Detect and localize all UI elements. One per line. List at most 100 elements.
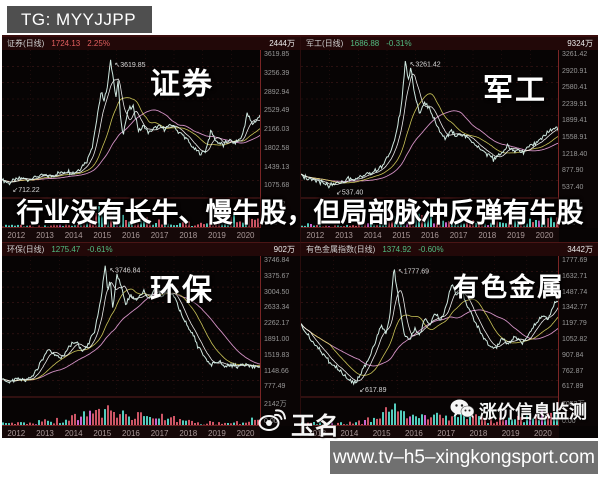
chart-last-price: 1374.92 [382, 245, 412, 254]
x-axis-label: 2013 [335, 230, 353, 240]
y-axis-label: 712.22 [264, 201, 286, 209]
x-axis-label: 2016 [404, 428, 423, 438]
tg-badge: TG: MYYJJPP [7, 6, 153, 33]
x-axis-label: 2018 [478, 230, 497, 240]
y-axis-label: 1218.40 [562, 150, 588, 158]
x-axis-label: 2017 [437, 428, 456, 438]
chart-montage: 证券(日线) 1724.13 2.25% 2444万 ↖3619.85 ↙712.… [2, 35, 598, 438]
chart-volume-label: 2444万 [269, 39, 295, 48]
y-axis-label: 617.89 [562, 383, 584, 391]
x-axis-label: 2020 [535, 230, 554, 240]
y-axis-label: 0.00 [562, 417, 576, 425]
wechat-watermark: 涨价信息监测 [450, 398, 587, 424]
y-axis-label: 2239.91 [562, 100, 588, 108]
low-annotation: ↙617.89 [359, 387, 386, 394]
y-axis-label: 1519.83 [264, 351, 290, 359]
y-axis-label: 7052万 [562, 401, 585, 409]
chart-header: 有色金属指数(日线) 1374.92 -0.60% 3442万 [301, 243, 598, 256]
y-axis-label: 1342.77 [562, 304, 588, 312]
footer-url: www.tv–h5–xingkongsport.com [330, 441, 598, 474]
chart-title: 证券(日线) [7, 39, 45, 48]
x-axis-label: 2018 [469, 428, 488, 438]
chart-header: 环保(日线) 1275.47 -0.61% 902万 [2, 243, 300, 256]
x-axis-label: 2020 [236, 230, 255, 240]
x-axis-label: 2017 [449, 230, 468, 240]
x-axis-label: 2020 [236, 428, 255, 438]
y-axis: 1777.69 1632.71 1487.74 1342.77 1197.79 1052.… [558, 256, 598, 426]
x-axis-label: 2014 [340, 428, 359, 438]
sector-label: 证券 [150, 68, 214, 101]
low-annotation: ↙712.22 [12, 187, 39, 194]
sector-label: 有色金属 [453, 272, 566, 302]
x-axis-label: 2018 [179, 230, 198, 240]
x-axis-label: 2017 [150, 230, 169, 240]
peak-annotation: ↖3619.85 [114, 62, 145, 69]
y-axis-label: 2892.94 [264, 88, 290, 96]
slogan-overlay: 行业没有长牛、慢牛股，但局部脉冲反弹有牛股 [16, 198, 584, 228]
y-axis-label: 3375.67 [264, 272, 290, 280]
y-axis-label: 1197.79 [562, 320, 587, 328]
x-axis-label: 2016 [122, 428, 140, 438]
chart-last-price: 1275.47 [51, 245, 81, 254]
x-axis: 2012 2013 2014 2015 2016 2017 2018 2019 2020 [301, 227, 559, 242]
chart-volume-label: 3442万 [567, 245, 593, 254]
chart-change-pct: -0.31% [386, 39, 412, 48]
y-axis-label: 2142万 [264, 401, 287, 409]
y-axis-label: 0.00 [562, 219, 576, 227]
y-axis-label: 2166.03 [264, 126, 290, 134]
peak-annotation: ↖3746.84 [109, 268, 140, 275]
chart-volume-label: 9324万 [567, 39, 593, 48]
x-axis-label: 2018 [179, 428, 198, 438]
x-axis: 2012 2013 2014 2015 2016 2017 2018 2019 2020 [2, 425, 260, 438]
x-axis-label: 2014 [64, 428, 83, 438]
y-axis-label: 1558.91 [562, 133, 588, 141]
chart-volume-label: 902万 [273, 245, 295, 254]
x-axis: 2013 2014 2015 2016 2017 2018 2019 2020 [301, 425, 559, 438]
chart-title: 有色金属指数(日线) [306, 245, 376, 254]
wechat-icon [450, 399, 475, 424]
y-axis-label: 3004.50 [264, 288, 290, 296]
y-axis-label: 1052.82 [562, 335, 588, 343]
chart-panel-environmental: 环保(日线) 1275.47 -0.61% 902万 ↖3746.84 环保 2… [2, 242, 300, 438]
y-axis-label: 762.87 [562, 367, 584, 375]
x-axis-label: 2017 [150, 428, 169, 438]
y-axis-label: 877.90 [562, 167, 584, 175]
x-axis-label: 2019 [501, 428, 520, 438]
x-axis-label: 2015 [392, 230, 411, 240]
sector-label: 环保 [150, 274, 214, 307]
peak-annotation: ↖1777.69 [398, 268, 429, 275]
chart-title: 环保(日线) [7, 245, 45, 254]
y-axis-label: 1148.66 [264, 367, 289, 375]
y-axis-label: 907.84 [562, 351, 584, 359]
y-axis-label: 1439.13 [264, 163, 290, 171]
x-axis-label: 2013 [308, 428, 327, 438]
y-axis-label: 3619.85 [264, 51, 290, 58]
x-axis-label: 2019 [507, 230, 525, 240]
x-axis: 2012 2013 2014 2015 2016 2017 2018 2019 2020 [2, 227, 260, 242]
price-chart-securities: ↖3619.85 ↙712.22 [2, 50, 260, 228]
x-axis-label: 2016 [421, 230, 439, 240]
x-axis-label: 2012 [7, 428, 26, 438]
weibo-watermark: 玉名 [258, 406, 339, 441]
x-axis-label: 2019 [208, 428, 226, 438]
x-axis-label: 2015 [93, 428, 112, 438]
y-axis-label: 1075.68 [264, 182, 290, 190]
low-annotation: ↙537.40 [336, 190, 363, 197]
y-axis-label: 2920.91 [562, 67, 588, 75]
wechat-watermark-text: 涨价信息监测 [479, 402, 587, 422]
chart-panel-securities: 证券(日线) 1724.13 2.25% 2444万 ↖3619.85 ↙712.… [2, 37, 300, 242]
chart-last-price: 1724.13 [51, 39, 81, 48]
price-chart-environmental: ↖3746.84 [2, 256, 260, 427]
x-axis-label: 2015 [93, 230, 112, 240]
y-axis-label: 777.49 [264, 383, 286, 391]
x-axis-label: 2013 [36, 230, 54, 240]
x-axis-label: 2019 [208, 230, 226, 240]
price-chart-nonferrous: ↖1777.69 ↙617.89 [301, 256, 559, 427]
y-axis-label: 1899.41 [562, 117, 588, 125]
y-axis-label: 1632.71 [562, 272, 588, 280]
chart-change-pct: -0.61% [87, 245, 113, 254]
chart-change-pct: -0.60% [418, 245, 444, 254]
price-chart-defense: ↖3261.42 ↙537.40 [301, 50, 559, 228]
y-axis-label: 1802.58 [264, 144, 290, 152]
y-axis-label: 2580.41 [562, 84, 588, 92]
